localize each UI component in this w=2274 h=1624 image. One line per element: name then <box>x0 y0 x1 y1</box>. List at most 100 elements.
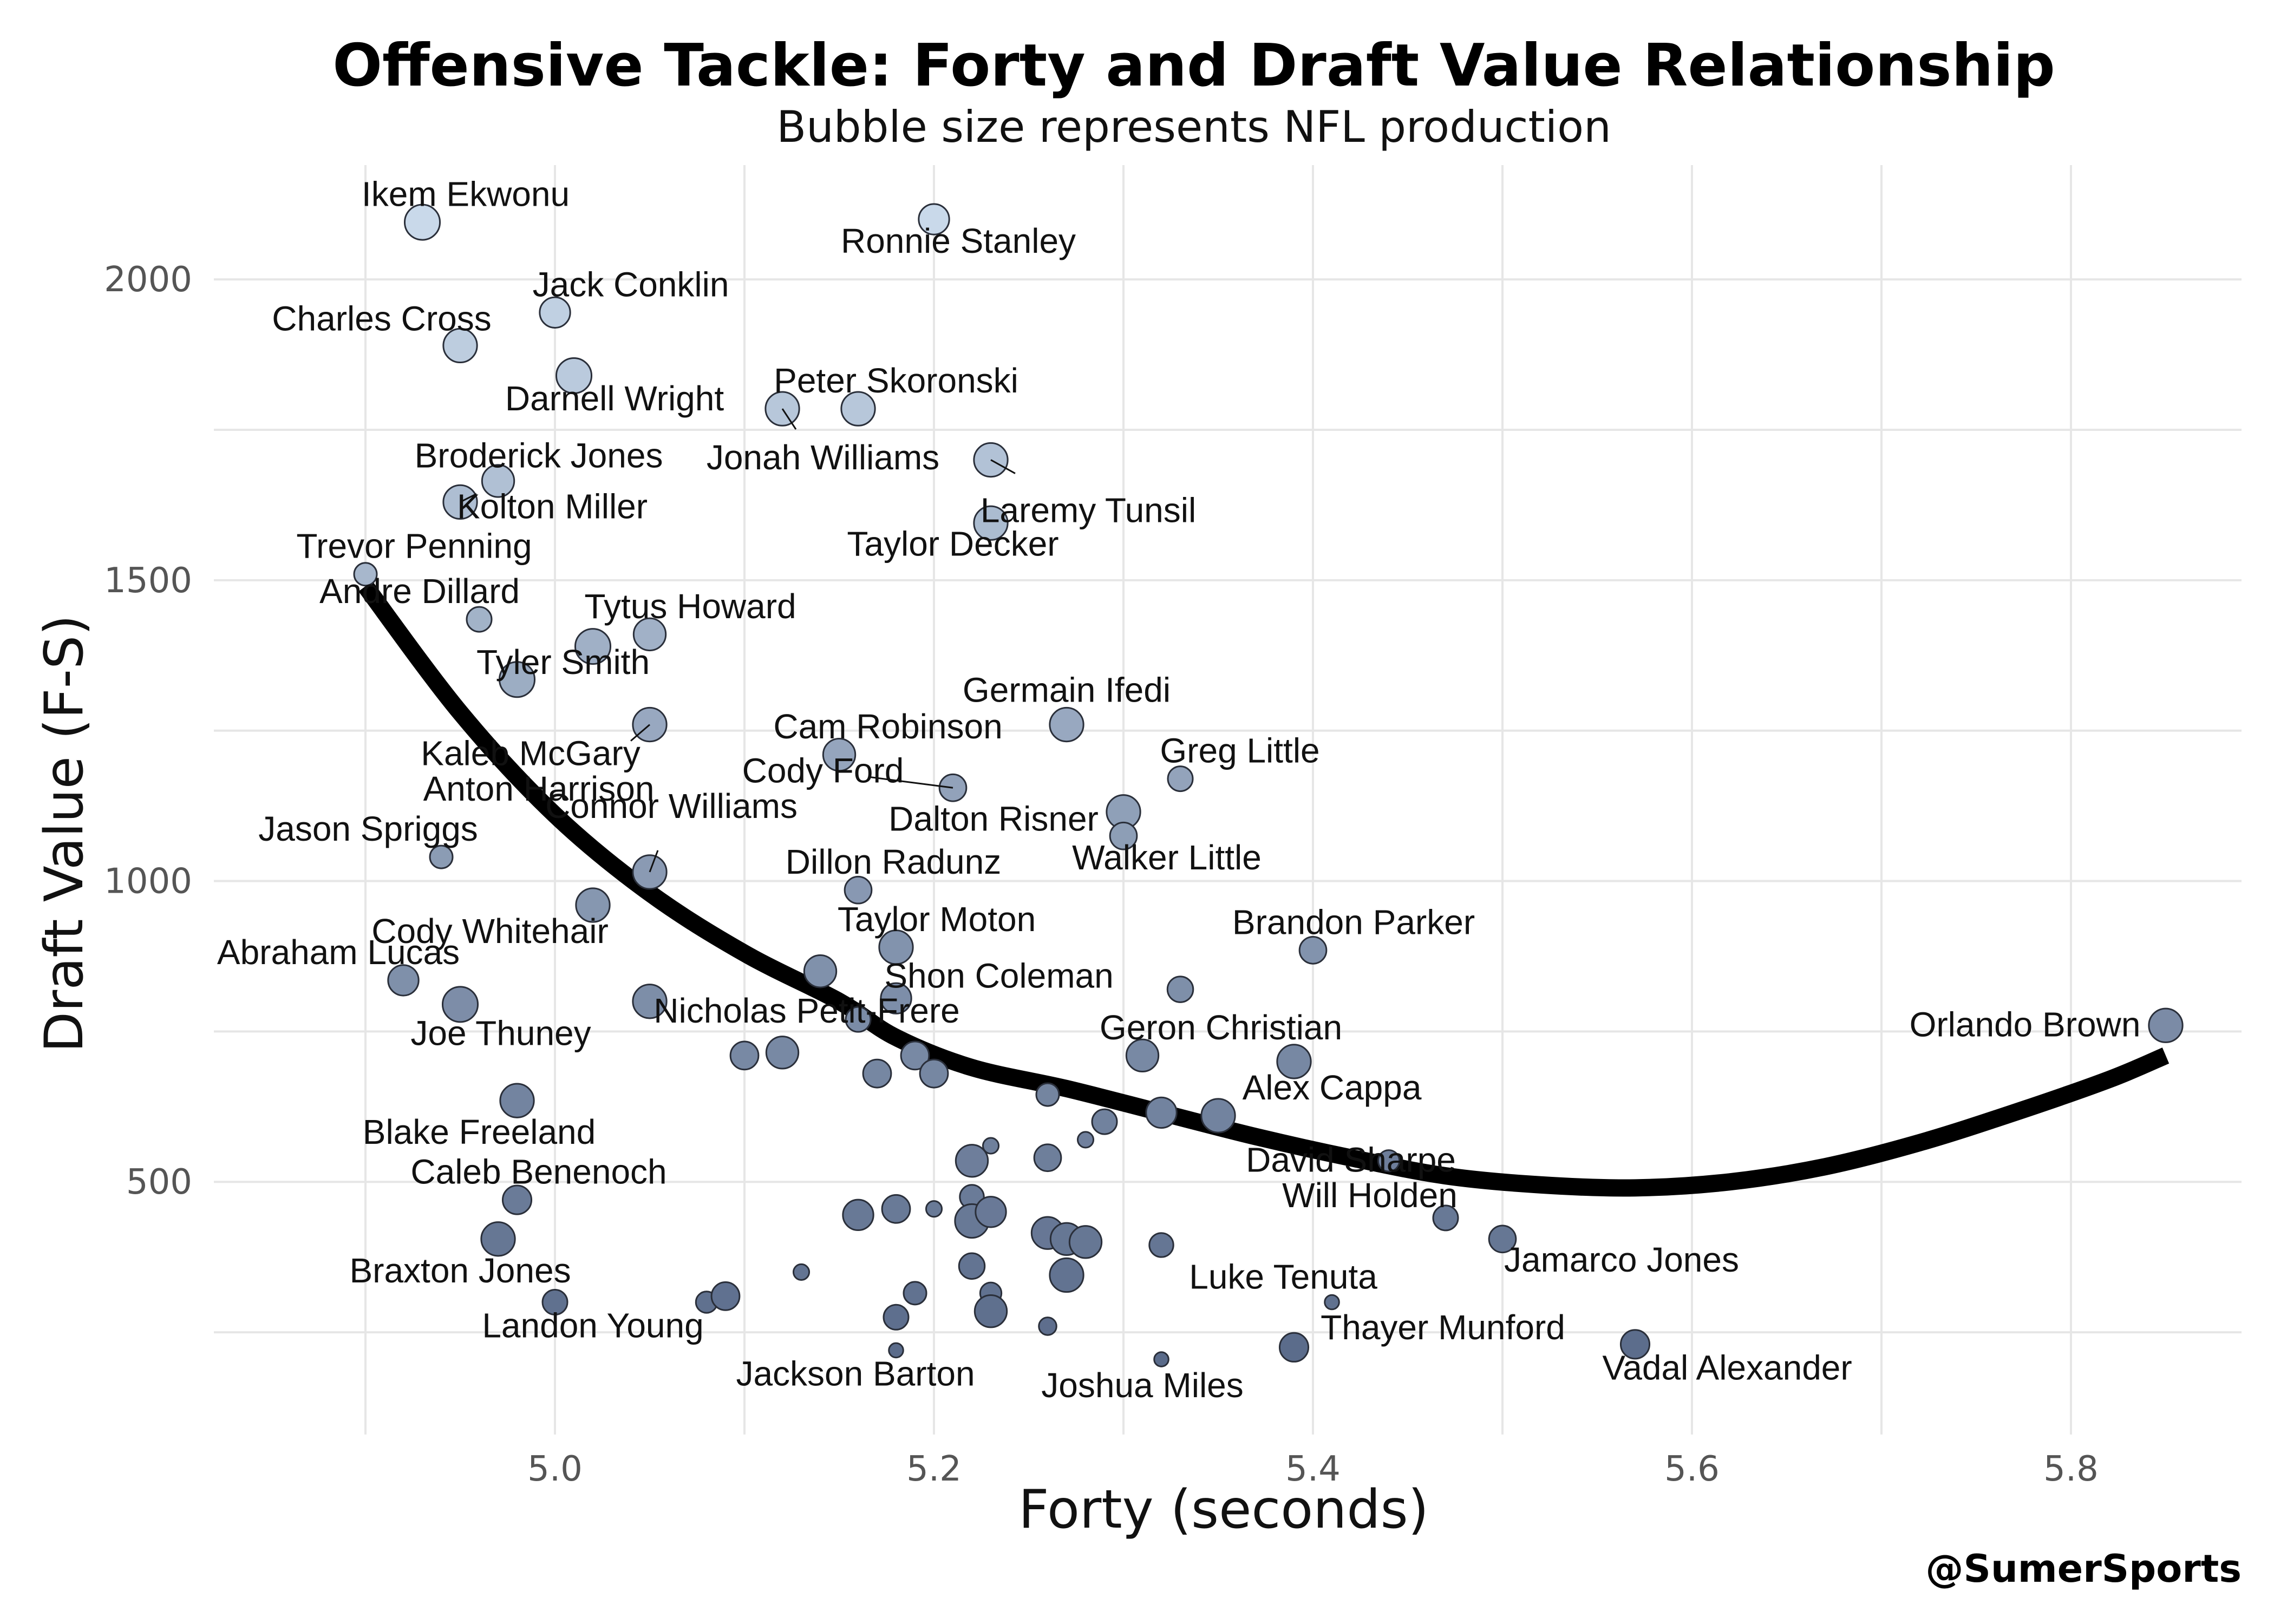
point-label: Charles Cross <box>272 299 491 338</box>
bubble-charles-cross <box>442 328 478 364</box>
bubble-cam-robinson <box>822 737 857 772</box>
point-label: Cam Robinson <box>773 707 1002 746</box>
point-label: Greg Little <box>1160 731 1319 770</box>
point-label: Shon Coleman <box>884 956 1113 995</box>
x-axis-label: Forty (seconds) <box>1018 1479 1429 1541</box>
bubble-blake-freeland <box>499 1083 535 1118</box>
label-leader <box>649 850 659 873</box>
y-tick-label: 2000 <box>104 260 192 300</box>
point-label: Peter Skoronski <box>774 361 1018 400</box>
bubble-david-sharpe <box>1377 1149 1401 1173</box>
point-label: David Sharpe <box>1246 1140 1456 1179</box>
bubble <box>919 1058 949 1089</box>
point-label: Jackson Barton <box>736 1354 975 1393</box>
point-label: Tyler Smith <box>476 643 650 682</box>
bubble <box>982 1137 1000 1155</box>
point-label: Joshua Miles <box>1041 1366 1244 1405</box>
point-label: Tytus Howard <box>584 587 796 626</box>
bubble <box>1148 1232 1174 1258</box>
bubble-greg-little <box>1167 765 1194 793</box>
chart-title: Offensive Tackle: Forty and Draft Value … <box>332 32 2055 100</box>
bubble-taylor-moton <box>878 929 914 965</box>
bubble <box>842 1199 874 1232</box>
label-layer: Ikem Ekwonu Ronnie Stanley Jack Conklin Cha… <box>217 175 2141 1405</box>
point-label: Geron Christian <box>1100 1008 1342 1047</box>
point-label: Dalton Risner <box>888 800 1099 839</box>
bubble <box>903 1281 927 1306</box>
bubble <box>1076 1131 1095 1149</box>
point-label: Orlando Brown <box>1910 1005 2141 1044</box>
bubble-orlando-brown <box>2148 1007 2184 1043</box>
bubble <box>862 1058 892 1089</box>
point-label: Thayer Munford <box>1321 1308 1565 1347</box>
bubble-anton-harrison <box>574 628 612 665</box>
bubble-tytus-howard <box>632 617 667 652</box>
point-label: Ronnie Stanley <box>841 221 1076 260</box>
credit-text: @SumerSports <box>1926 1547 2242 1591</box>
y-tick-label: 500 <box>126 1162 192 1202</box>
point-label: Kolton Miller <box>457 487 648 526</box>
point-label: Landon Young <box>482 1306 703 1345</box>
bubble-darnell-wright <box>555 357 593 395</box>
bubble-alex-cappa <box>1200 1098 1236 1134</box>
point-label: Jack Conklin <box>533 265 729 304</box>
bubble <box>973 1294 1008 1328</box>
bubble <box>1068 1225 1103 1259</box>
point-label: Taylor Moton <box>838 900 1036 939</box>
bubble-layer <box>353 203 2184 1367</box>
bubble-taylor-decker <box>973 505 1009 541</box>
point-label: Laremy Tunsil <box>981 491 1196 530</box>
bubble <box>1276 1044 1312 1079</box>
grid-lines <box>214 165 2242 1435</box>
x-tick-label: 5.2 <box>906 1449 962 1489</box>
bubble-landon-young <box>541 1288 568 1316</box>
point-label: Dillon Radunz <box>786 842 1001 881</box>
bubble <box>1035 1082 1060 1107</box>
bubble <box>1166 975 1194 1003</box>
bubble-vadal-alexander <box>1619 1329 1651 1360</box>
bubble <box>765 1036 800 1070</box>
point-label: Germain Ifedi <box>963 671 1171 710</box>
point-label: Nicholas Petit-Frere <box>654 991 960 1030</box>
bubble-shon-coleman <box>880 982 912 1014</box>
leader-layer <box>460 408 1016 873</box>
bubble-trevor-penning <box>353 562 378 587</box>
point-label: Jamarco Jones <box>1504 1240 1739 1279</box>
bubble-joshua-miles <box>1153 1351 1169 1367</box>
point-label: Braxton Jones <box>349 1251 571 1290</box>
bubble <box>1091 1108 1118 1135</box>
point-label: Connor Williams <box>545 787 798 826</box>
point-label: Will Holden <box>1282 1176 1458 1215</box>
bubble <box>845 1006 872 1033</box>
point-label: Jason Spriggs <box>258 809 478 848</box>
bubble <box>883 1304 910 1331</box>
bubble <box>792 1263 811 1281</box>
bubble <box>881 1194 911 1224</box>
bubble <box>955 1144 989 1178</box>
bubble-dillon-radunz <box>844 875 873 905</box>
point-label: Jonah Williams <box>707 438 939 477</box>
bubble-ikem-ekwonu <box>403 204 441 241</box>
bubble-tyler-smith <box>498 661 536 698</box>
point-label: Vadal Alexander <box>1602 1348 1852 1387</box>
bubble-jason-spriggs <box>429 844 454 869</box>
bubble-jackson-barton <box>888 1342 904 1359</box>
bubble-andre-dillard <box>466 606 493 633</box>
bubble-brandon-parker <box>1298 935 1328 965</box>
bubble <box>925 1200 943 1218</box>
point-label: Brandon Parker <box>1232 902 1475 941</box>
bubble <box>975 1196 1007 1228</box>
bubble-germain-ifedi <box>1049 706 1084 743</box>
bubble <box>1038 1317 1057 1336</box>
bubble-cody-whitehair <box>575 887 611 923</box>
point-label: Cody Whitehair <box>371 912 609 951</box>
point-label: Anton Harrison <box>423 769 655 808</box>
point-label: Ikem Ekwonu <box>362 175 570 214</box>
bubble <box>1145 1096 1178 1129</box>
bubble <box>900 1040 930 1071</box>
point-label: Walker Little <box>1072 838 1262 877</box>
bubble-abraham-lucas <box>387 964 420 997</box>
bubble <box>1033 1143 1062 1173</box>
point-label: Cody Ford <box>742 751 904 790</box>
